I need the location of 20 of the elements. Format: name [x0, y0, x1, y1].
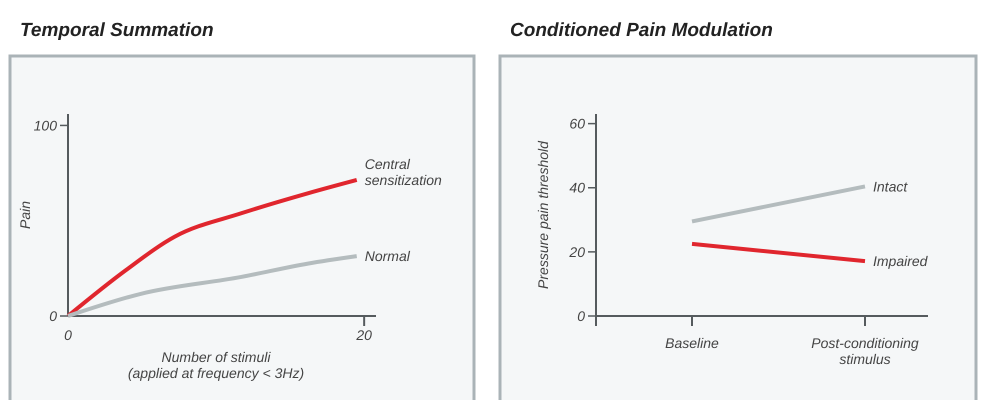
y-tick-label: 60 — [569, 116, 586, 132]
series-label: Intact — [873, 178, 908, 194]
line-series — [66, 178, 359, 318]
y-tick-label: 0 — [577, 308, 586, 324]
y-tick-label: 40 — [569, 180, 586, 196]
series-label: Impaired — [873, 253, 929, 270]
y-axis-title: Pressure pain threshold — [535, 140, 551, 289]
x-tick-label: Post-conditioning stimulus — [811, 335, 919, 368]
x-tick-label: 20 — [355, 327, 372, 343]
x-tick-label: 0 — [64, 327, 72, 343]
x-axis-title: Number of stimuli (applied at frequency < 3Hz) — [128, 349, 304, 382]
x-tick-label: Baseline — [665, 335, 720, 351]
chart-title: Conditioned Pain Modulation — [510, 20, 773, 41]
y-tick-label: 100 — [34, 117, 58, 134]
y-axis-title: Pain — [17, 200, 33, 230]
series-label: Normal — [364, 248, 411, 264]
series-label: Central sensitization — [364, 156, 442, 188]
y-tick-label: 20 — [568, 244, 586, 260]
chart-title: Temporal Summation — [20, 20, 214, 41]
line-series — [66, 254, 359, 318]
